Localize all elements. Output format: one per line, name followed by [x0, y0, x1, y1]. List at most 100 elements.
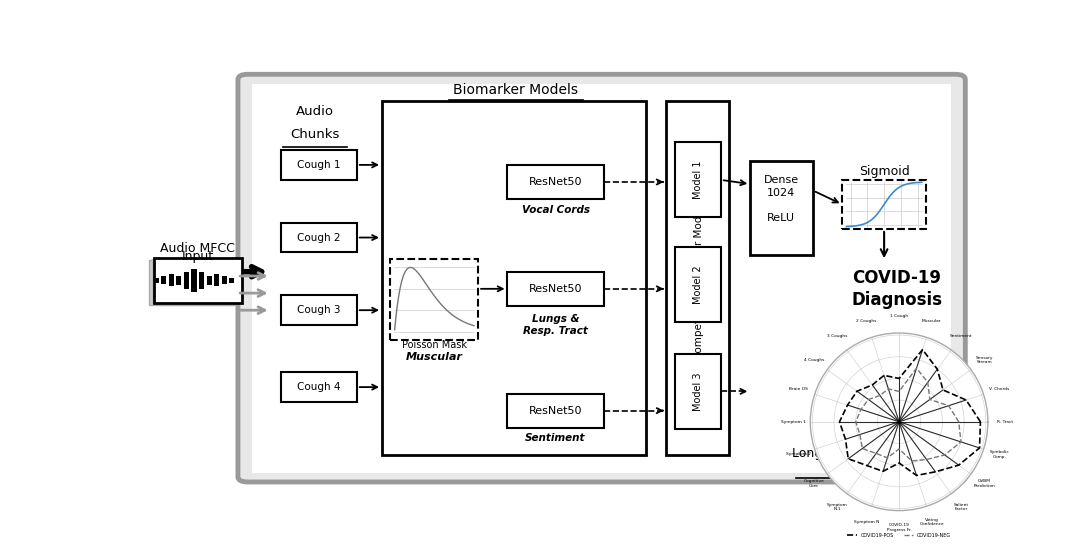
Legend: COVID19-POS, COVID19-NEG: COVID19-POS, COVID19-NEG: [845, 531, 954, 540]
Text: Cough 3: Cough 3: [297, 305, 341, 315]
FancyBboxPatch shape: [238, 74, 966, 482]
Text: ResNet50: ResNet50: [529, 177, 582, 187]
COVID19-NEG: [923, 396, 936, 403]
Text: Muscular: Muscular: [406, 352, 463, 362]
FancyBboxPatch shape: [282, 223, 356, 253]
FancyBboxPatch shape: [282, 150, 356, 180]
COVID19-NEG: [953, 418, 966, 425]
Text: Cough 2: Cough 2: [297, 233, 341, 243]
COVID19-POS: [861, 462, 874, 469]
COVID19-NEG: [920, 456, 933, 463]
COVID19-NEG: [942, 402, 955, 409]
COVID19-POS: [916, 346, 929, 353]
FancyBboxPatch shape: [161, 276, 166, 284]
COVID19-NEG: [892, 388, 905, 395]
Text: Sigmoid: Sigmoid: [859, 165, 909, 178]
FancyBboxPatch shape: [675, 143, 721, 217]
FancyBboxPatch shape: [675, 354, 721, 429]
Text: Model 2: Model 2: [693, 265, 703, 304]
Line: COVID19-NEG: COVID19-NEG: [855, 368, 961, 461]
COVID19-NEG: [881, 455, 894, 461]
FancyBboxPatch shape: [751, 160, 813, 255]
FancyBboxPatch shape: [191, 269, 197, 292]
FancyBboxPatch shape: [282, 372, 356, 402]
FancyBboxPatch shape: [149, 260, 237, 305]
COVID19-NEG: [892, 446, 905, 452]
FancyBboxPatch shape: [221, 276, 227, 284]
Text: Competing Aggregator Models: Competing Aggregator Models: [694, 201, 704, 360]
COVID19-POS: [936, 387, 949, 393]
FancyBboxPatch shape: [154, 258, 242, 302]
COVID19-POS: [973, 445, 986, 451]
COVID19-POS: [931, 366, 944, 372]
FancyBboxPatch shape: [253, 84, 951, 473]
FancyBboxPatch shape: [214, 274, 219, 286]
Text: Cough 1: Cough 1: [297, 160, 341, 170]
Text: Model 1: Model 1: [693, 160, 703, 199]
COVID19-POS: [851, 388, 864, 395]
FancyBboxPatch shape: [282, 295, 356, 325]
Text: Cough 4: Cough 4: [297, 382, 341, 392]
COVID19-NEG: [855, 445, 868, 452]
COVID19-POS: [953, 462, 966, 468]
FancyBboxPatch shape: [508, 393, 604, 428]
FancyBboxPatch shape: [176, 276, 181, 285]
Text: Dense: Dense: [764, 175, 799, 185]
Text: Model 3: Model 3: [693, 372, 703, 411]
COVID19-NEG: [854, 406, 867, 413]
Text: Diagnosis: Diagnosis: [851, 290, 942, 309]
COVID19-NEG: [862, 396, 875, 403]
Text: Longitudinal Saliency: Longitudinal Saliency: [792, 447, 926, 460]
FancyBboxPatch shape: [151, 259, 239, 304]
COVID19-POS: [833, 418, 846, 425]
COVID19-POS: [974, 418, 987, 425]
COVID19-NEG: [853, 431, 866, 438]
COVID19-NEG: [905, 458, 918, 465]
COVID19-POS: [877, 468, 890, 475]
FancyBboxPatch shape: [184, 272, 189, 289]
FancyBboxPatch shape: [382, 101, 646, 456]
COVID19-POS: [960, 397, 973, 403]
COVID19-POS: [892, 375, 905, 382]
Text: ReLU: ReLU: [767, 213, 795, 223]
COVID19-POS: [841, 402, 854, 408]
Text: Poisson Mask: Poisson Mask: [402, 340, 468, 350]
Text: ResNet50: ResNet50: [529, 406, 582, 416]
Text: Vocal Cords: Vocal Cords: [522, 205, 590, 215]
FancyBboxPatch shape: [842, 180, 926, 229]
COVID19-NEG: [921, 379, 934, 386]
Text: Sentiment: Sentiment: [525, 433, 585, 443]
FancyBboxPatch shape: [675, 247, 721, 322]
Text: ResNet50: ResNet50: [529, 284, 582, 294]
COVID19-NEG: [910, 365, 923, 371]
Text: Biomarker Models: Biomarker Models: [454, 83, 578, 97]
FancyBboxPatch shape: [199, 272, 204, 289]
COVID19-NEG: [953, 418, 966, 425]
COVID19-POS: [839, 436, 852, 442]
Text: Audio: Audio: [296, 105, 334, 118]
Text: Audio MFCC: Audio MFCC: [160, 242, 235, 255]
COVID19-POS: [910, 472, 923, 479]
COVID19-POS: [866, 382, 879, 388]
COVID19-POS: [841, 456, 854, 462]
COVID19-NEG: [955, 438, 968, 445]
FancyBboxPatch shape: [168, 274, 174, 286]
Line: COVID19-POS: COVID19-POS: [839, 350, 981, 476]
COVID19-NEG: [874, 392, 887, 399]
FancyBboxPatch shape: [508, 165, 604, 199]
COVID19-NEG: [849, 418, 862, 425]
Text: Map: Map: [846, 461, 873, 474]
COVID19-NEG: [882, 386, 895, 392]
Text: Input: Input: [181, 250, 214, 263]
FancyBboxPatch shape: [508, 272, 604, 306]
FancyBboxPatch shape: [666, 101, 729, 456]
COVID19-NEG: [869, 450, 882, 457]
Text: Lungs &
Resp. Tract: Lungs & Resp. Tract: [523, 314, 588, 336]
FancyBboxPatch shape: [390, 259, 478, 340]
COVID19-NEG: [939, 452, 951, 458]
COVID19-POS: [929, 468, 942, 475]
COVID19-POS: [974, 418, 987, 425]
Text: Chunks: Chunks: [291, 128, 339, 142]
COVID19-POS: [878, 372, 891, 379]
COVID19-POS: [892, 460, 905, 466]
